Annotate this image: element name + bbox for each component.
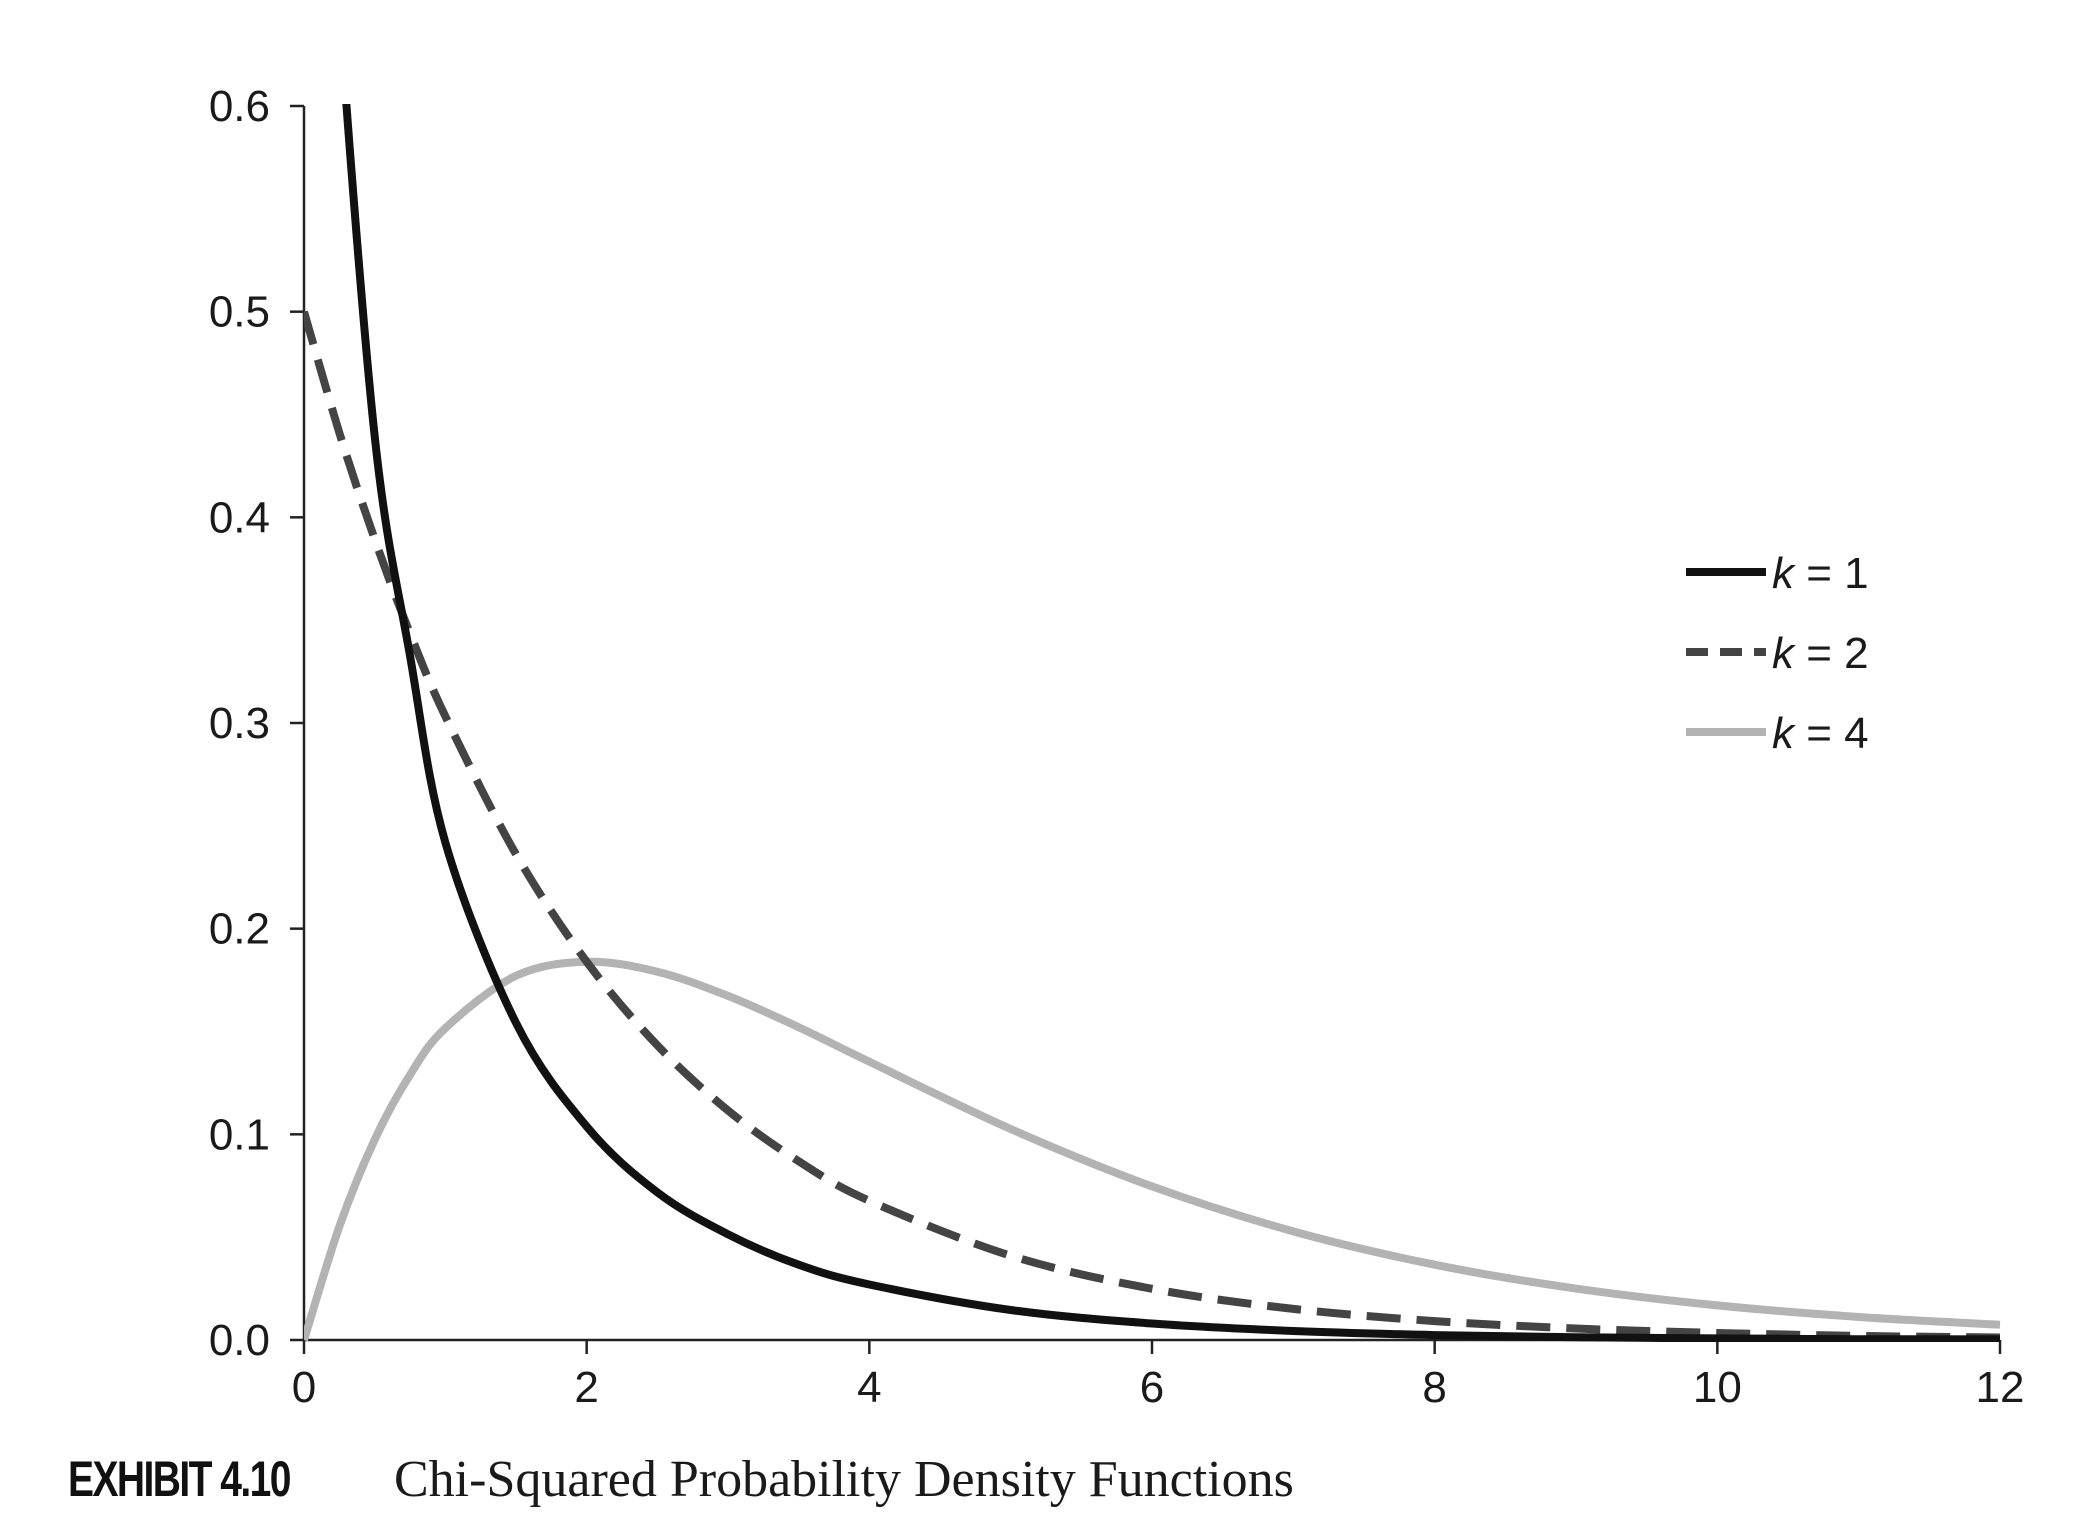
y-tick-label: 0.2 <box>209 905 270 954</box>
legend-k-symbol: k <box>1772 629 1796 678</box>
x-tick-label: 6 <box>1140 1363 1164 1412</box>
y-tick-label: 0.5 <box>209 288 270 337</box>
legend-label-3: k = 4 <box>1772 709 1869 758</box>
legend-value: = 1 <box>1794 549 1869 598</box>
series-line-1 <box>342 104 2001 1342</box>
x-tick-label: 8 <box>1422 1363 1446 1412</box>
legend-label-1: k = 1 <box>1772 549 1869 598</box>
axes: 0.0 0.1 0.2 0.3 0.4 0.5 0.6 0 2 4 6 8 10 12 <box>209 82 2025 1412</box>
legend-value: = 2 <box>1794 629 1869 678</box>
exhibit-label: EXHIBIT 4.10 <box>68 1451 291 1507</box>
legend-label-2: k = 2 <box>1772 629 1869 678</box>
series-line-3 <box>304 957 2001 1342</box>
y-tick-label: 0.4 <box>209 493 270 542</box>
x-tick-label: 2 <box>574 1363 598 1412</box>
x-tick-label: 0 <box>292 1363 316 1412</box>
legend-k-symbol: k <box>1772 709 1796 758</box>
y-tick-label: 0.1 <box>209 1110 270 1159</box>
x-tick-label: 4 <box>857 1363 881 1412</box>
figure-title: Chi-Squared Probability Density Function… <box>394 1451 1294 1508</box>
series-lines <box>304 104 2001 1342</box>
x-tick-label: 10 <box>1693 1363 1742 1412</box>
y-tick-label: 0.6 <box>209 82 270 131</box>
x-tick-label: 12 <box>1976 1363 2025 1412</box>
legend-value: = 4 <box>1794 709 1869 758</box>
figure-caption: EXHIBIT 4.10 Chi-Squared Probability Den… <box>68 1450 1294 1520</box>
legend: k = 1k = 2k = 4 <box>1686 549 1869 758</box>
legend-k-symbol: k <box>1772 549 1796 598</box>
y-tick-label: 0.3 <box>209 699 270 748</box>
series-line-2 <box>304 310 2001 1342</box>
y-tick-label: 0.0 <box>209 1316 270 1365</box>
